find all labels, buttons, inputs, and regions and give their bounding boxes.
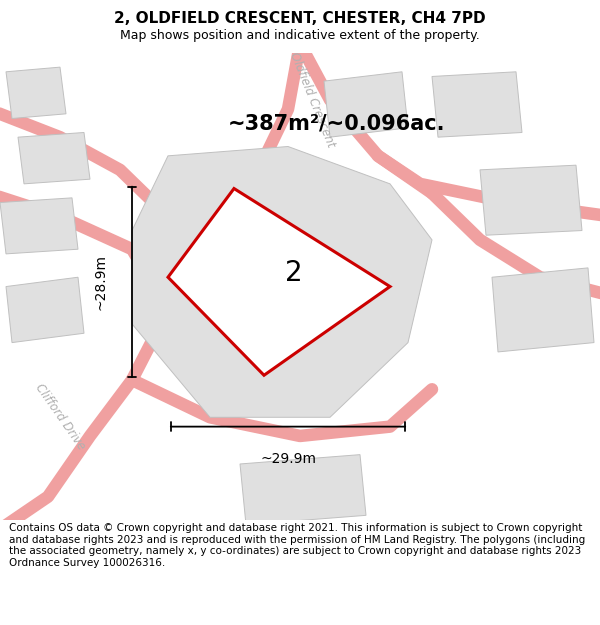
Text: Clifford Drive: Clifford Drive <box>32 382 88 453</box>
Polygon shape <box>18 132 90 184</box>
Text: Map shows position and indicative extent of the property.: Map shows position and indicative extent… <box>120 29 480 42</box>
Polygon shape <box>6 278 84 342</box>
Text: 2, OLDFIELD CRESCENT, CHESTER, CH4 7PD: 2, OLDFIELD CRESCENT, CHESTER, CH4 7PD <box>114 11 486 26</box>
Polygon shape <box>6 67 66 119</box>
Polygon shape <box>0 198 78 254</box>
Polygon shape <box>480 165 582 235</box>
Polygon shape <box>432 72 522 137</box>
Polygon shape <box>132 146 432 418</box>
Polygon shape <box>168 189 390 375</box>
Text: 2: 2 <box>285 259 303 286</box>
Polygon shape <box>240 454 366 524</box>
Text: ~29.9m: ~29.9m <box>260 452 316 466</box>
Text: Oldfield Crescent: Oldfield Crescent <box>287 51 337 149</box>
Text: ~387m²/~0.096ac.: ~387m²/~0.096ac. <box>227 113 445 133</box>
Text: Contains OS data © Crown copyright and database right 2021. This information is : Contains OS data © Crown copyright and d… <box>9 523 585 568</box>
Polygon shape <box>492 268 594 352</box>
Polygon shape <box>324 72 408 137</box>
Text: ~28.9m: ~28.9m <box>94 254 108 310</box>
